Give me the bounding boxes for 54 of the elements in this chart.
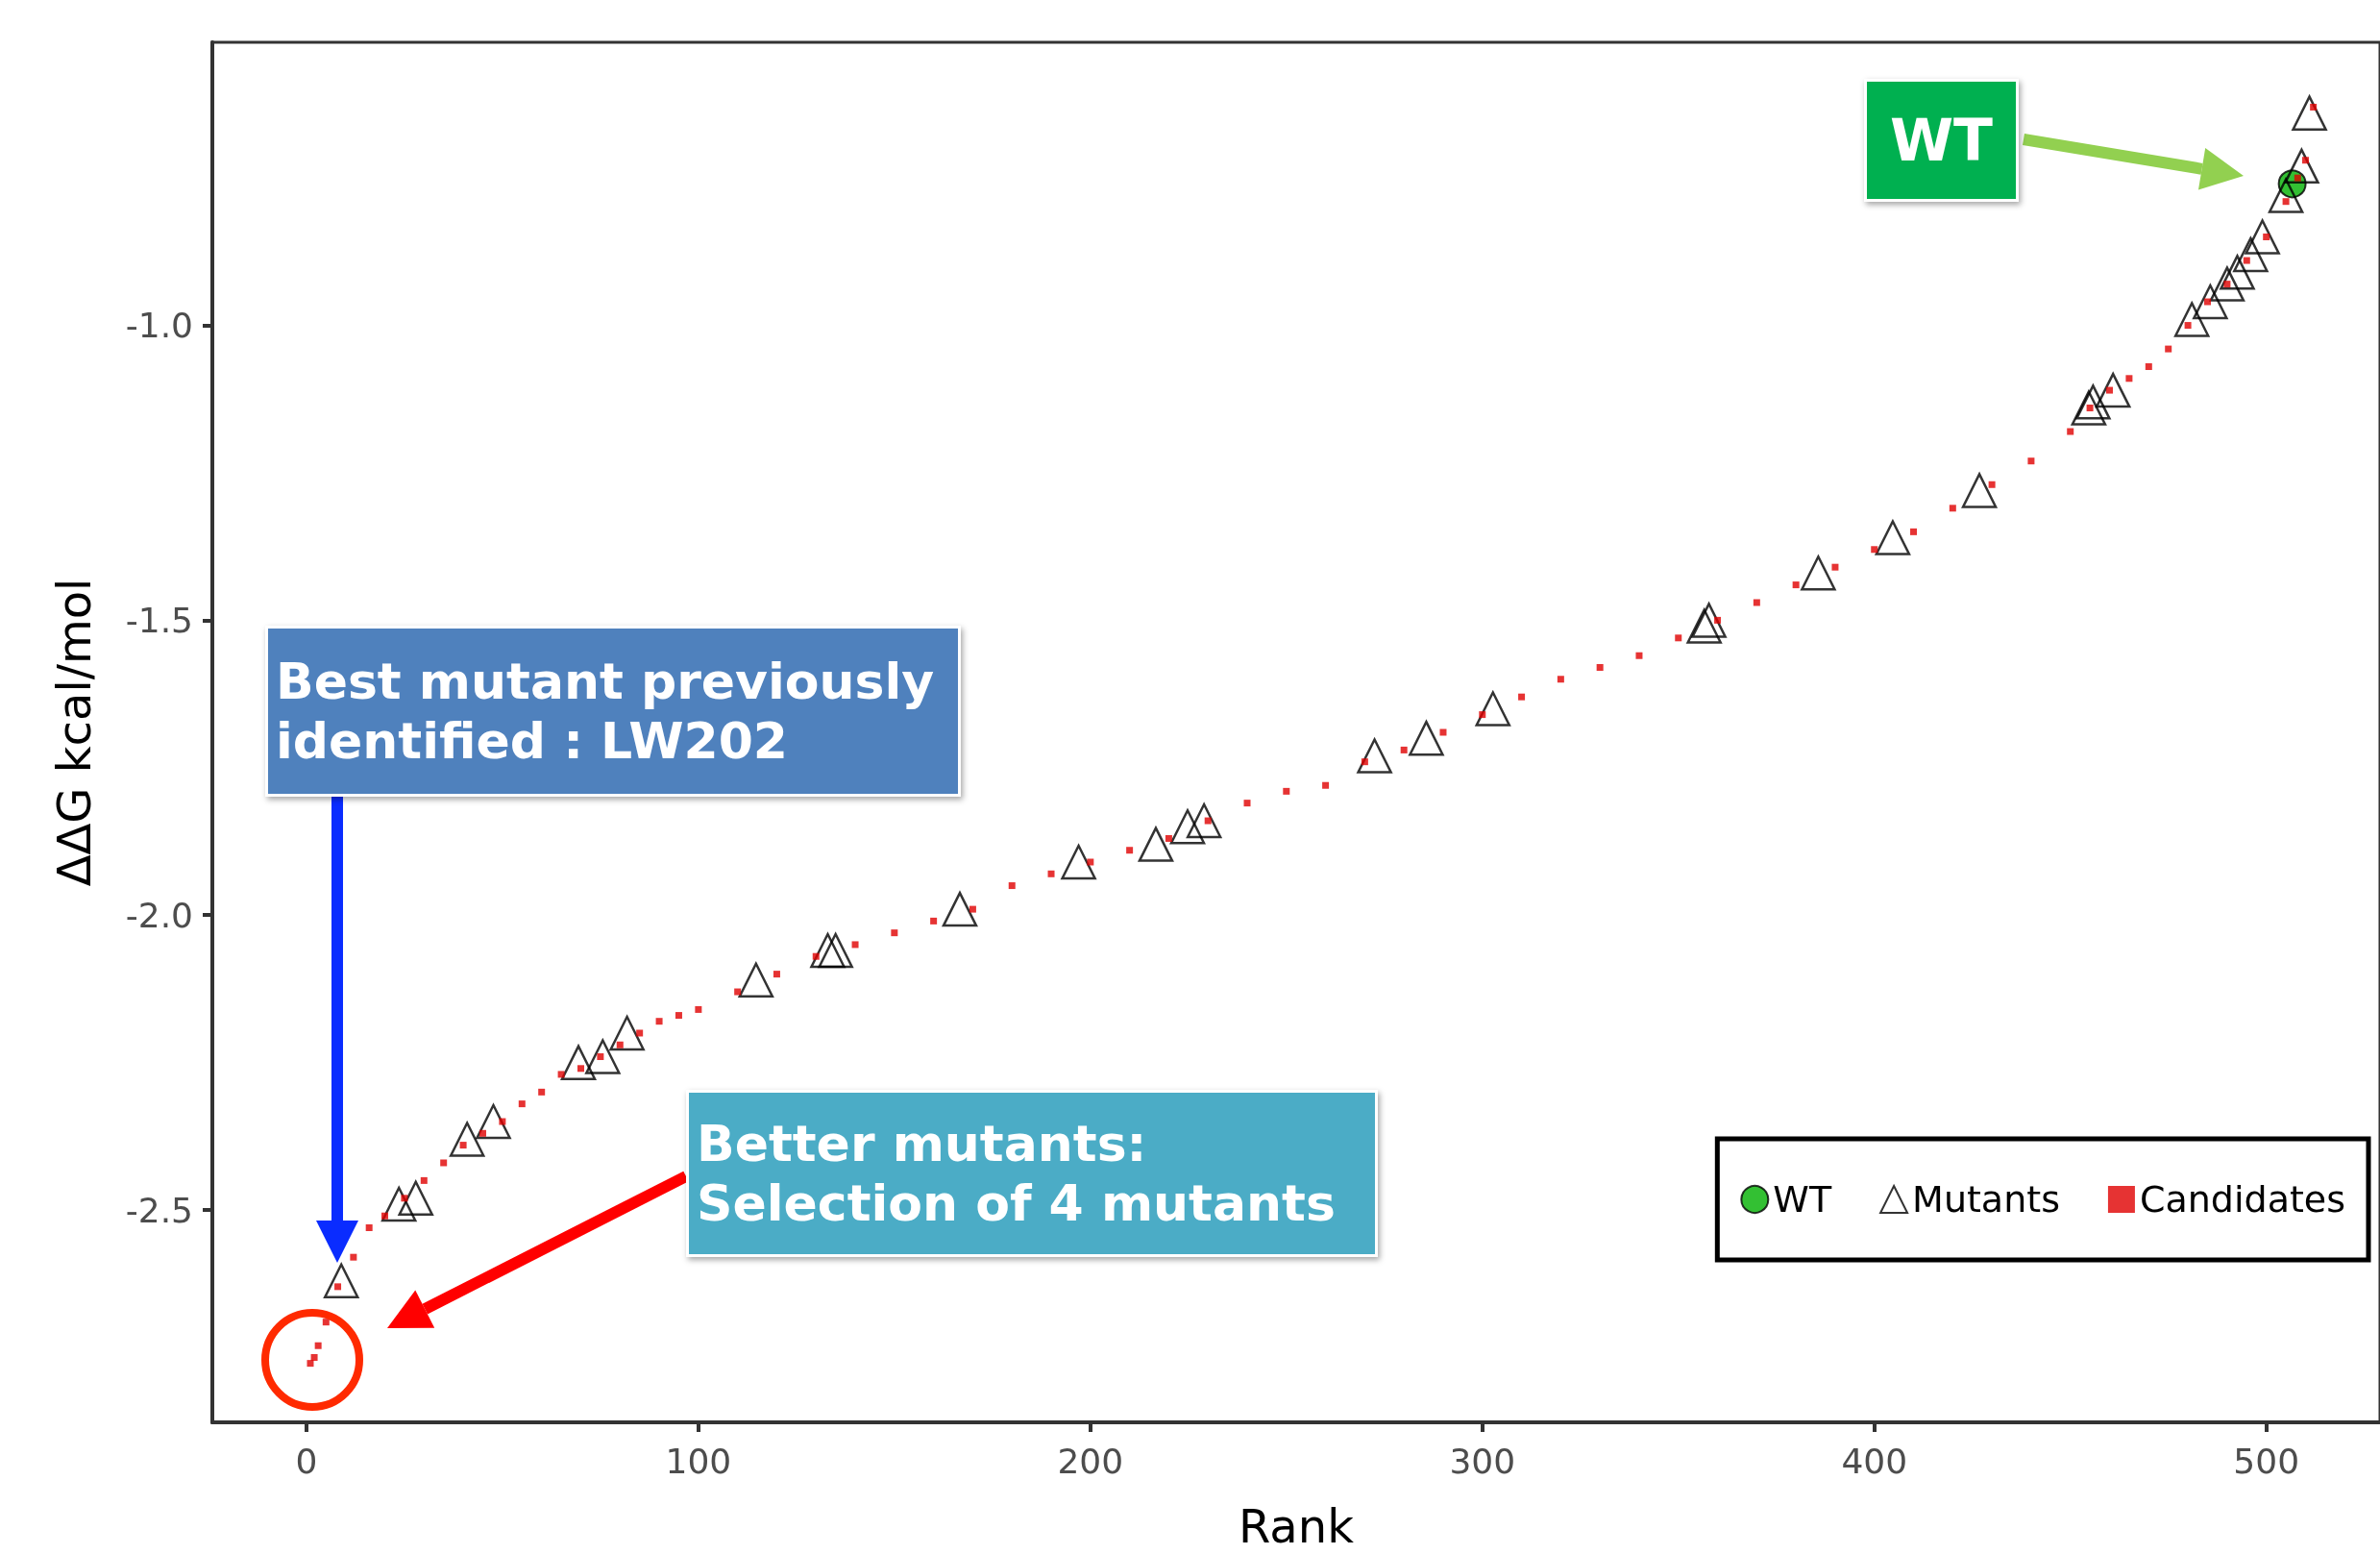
x-tick-label: 400: [1841, 1441, 1908, 1481]
point: [2071, 390, 2107, 426]
point: [609, 1015, 645, 1051]
point: [1801, 555, 1836, 591]
point: [2075, 384, 2111, 420]
point: [2233, 236, 2269, 273]
point: [1691, 603, 1727, 638]
y-tick-label: -1.5: [125, 600, 193, 640]
point: [1186, 802, 1222, 839]
y-tick-label: -2.0: [125, 895, 193, 935]
point: [398, 1180, 433, 1217]
point: [380, 1186, 417, 1222]
point: [449, 1122, 485, 1157]
annotation: WT: [1889, 106, 1994, 175]
point: [2209, 266, 2245, 302]
point: [810, 932, 846, 969]
point: [738, 962, 774, 998]
y-tick-label: -1.0: [125, 306, 193, 346]
y-axis-title: ΔΔG kcal/mol: [47, 578, 101, 887]
legend-label: Candidates: [2139, 1178, 2346, 1221]
legend-label: Mutants: [1912, 1178, 2060, 1221]
x-tick-label: 300: [1449, 1441, 1516, 1481]
x-axis-title: Rank: [1239, 1499, 1355, 1553]
legend-label: WT: [1773, 1178, 1832, 1221]
point: [323, 1263, 359, 1298]
point: [585, 1039, 621, 1074]
x-tick-label: 0: [295, 1441, 318, 1481]
point: [560, 1045, 597, 1080]
x-tick-label: 100: [665, 1441, 732, 1481]
x-tick-label: 200: [1057, 1441, 1124, 1481]
point: [1475, 691, 1511, 727]
point: [1686, 608, 1722, 644]
point: [2220, 255, 2255, 290]
point: [1961, 473, 1998, 508]
point: [942, 891, 978, 927]
point: [1357, 738, 1392, 774]
point: [1061, 844, 1096, 880]
point: [2193, 284, 2228, 320]
point: [1169, 808, 1206, 845]
point: [2268, 178, 2304, 213]
y-tick-label: -2.5: [125, 1190, 193, 1230]
point: [1409, 720, 1444, 756]
point: [818, 932, 853, 969]
x-tick-label: 500: [2233, 1441, 2300, 1481]
point: [2095, 372, 2131, 408]
annotation: Best mutant previously identified : LW202: [276, 651, 936, 772]
point: [2245, 219, 2280, 255]
point: [1875, 520, 1911, 555]
point: [2292, 95, 2327, 131]
annotation: Better mutants: Selection of 4 mutants: [697, 1113, 1337, 1234]
point: [2173, 302, 2210, 337]
point: [2284, 148, 2319, 185]
point: [1138, 826, 1174, 862]
point: [476, 1103, 511, 1140]
